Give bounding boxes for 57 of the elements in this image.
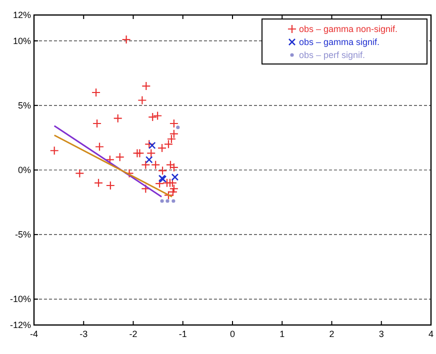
point <box>168 187 178 197</box>
point <box>172 199 176 203</box>
point <box>141 184 150 194</box>
point <box>153 111 162 120</box>
point <box>169 118 178 128</box>
x-tick-label: -3 <box>80 329 88 339</box>
point <box>166 199 170 203</box>
y-tick-label: -5% <box>14 230 31 240</box>
point <box>146 148 156 158</box>
point <box>50 146 59 156</box>
point <box>122 34 131 44</box>
point <box>176 126 180 130</box>
point <box>157 143 167 153</box>
x-tick-label: -2 <box>129 329 138 339</box>
y-tick-label: -10% <box>10 294 31 304</box>
x-tick-label: 0 <box>230 329 236 339</box>
point <box>169 162 178 172</box>
point <box>155 179 164 188</box>
point <box>142 81 151 91</box>
point <box>75 168 84 178</box>
point <box>105 155 114 164</box>
legend-label: obs – perf signif. <box>299 50 366 60</box>
point <box>92 118 102 128</box>
point <box>94 142 104 152</box>
y-tick-label: 12% <box>12 10 31 20</box>
x-tick-label: 3 <box>378 329 384 339</box>
x-tick-label: -4 <box>30 329 38 339</box>
y-tick-label: 10% <box>12 36 31 46</box>
point <box>138 96 147 105</box>
point <box>106 180 115 190</box>
x-tick-label: 2 <box>329 329 334 339</box>
point <box>158 166 168 176</box>
point <box>151 160 160 170</box>
point <box>169 129 178 138</box>
x-tick-label: 4 <box>428 329 434 339</box>
legend-label: obs – gamma signif. <box>299 37 380 47</box>
point <box>144 140 154 149</box>
point <box>148 112 158 122</box>
point <box>164 140 174 149</box>
y-tick-label: 5% <box>18 100 31 110</box>
x-tick-label: 1 <box>280 329 285 339</box>
point <box>171 173 179 181</box>
point <box>115 152 124 162</box>
point <box>113 114 122 123</box>
legend-label: obs – gamma non-signif. <box>299 24 398 34</box>
point <box>94 178 104 188</box>
point <box>166 134 176 144</box>
y-tick-label: -12% <box>10 320 31 330</box>
point <box>145 156 153 164</box>
point <box>160 199 164 203</box>
point <box>141 160 150 170</box>
y-tick-label: 0% <box>18 165 31 175</box>
point <box>91 88 101 98</box>
point <box>164 190 174 200</box>
x-tick-label: -1 <box>178 329 187 339</box>
point <box>135 148 144 158</box>
point <box>148 142 156 150</box>
